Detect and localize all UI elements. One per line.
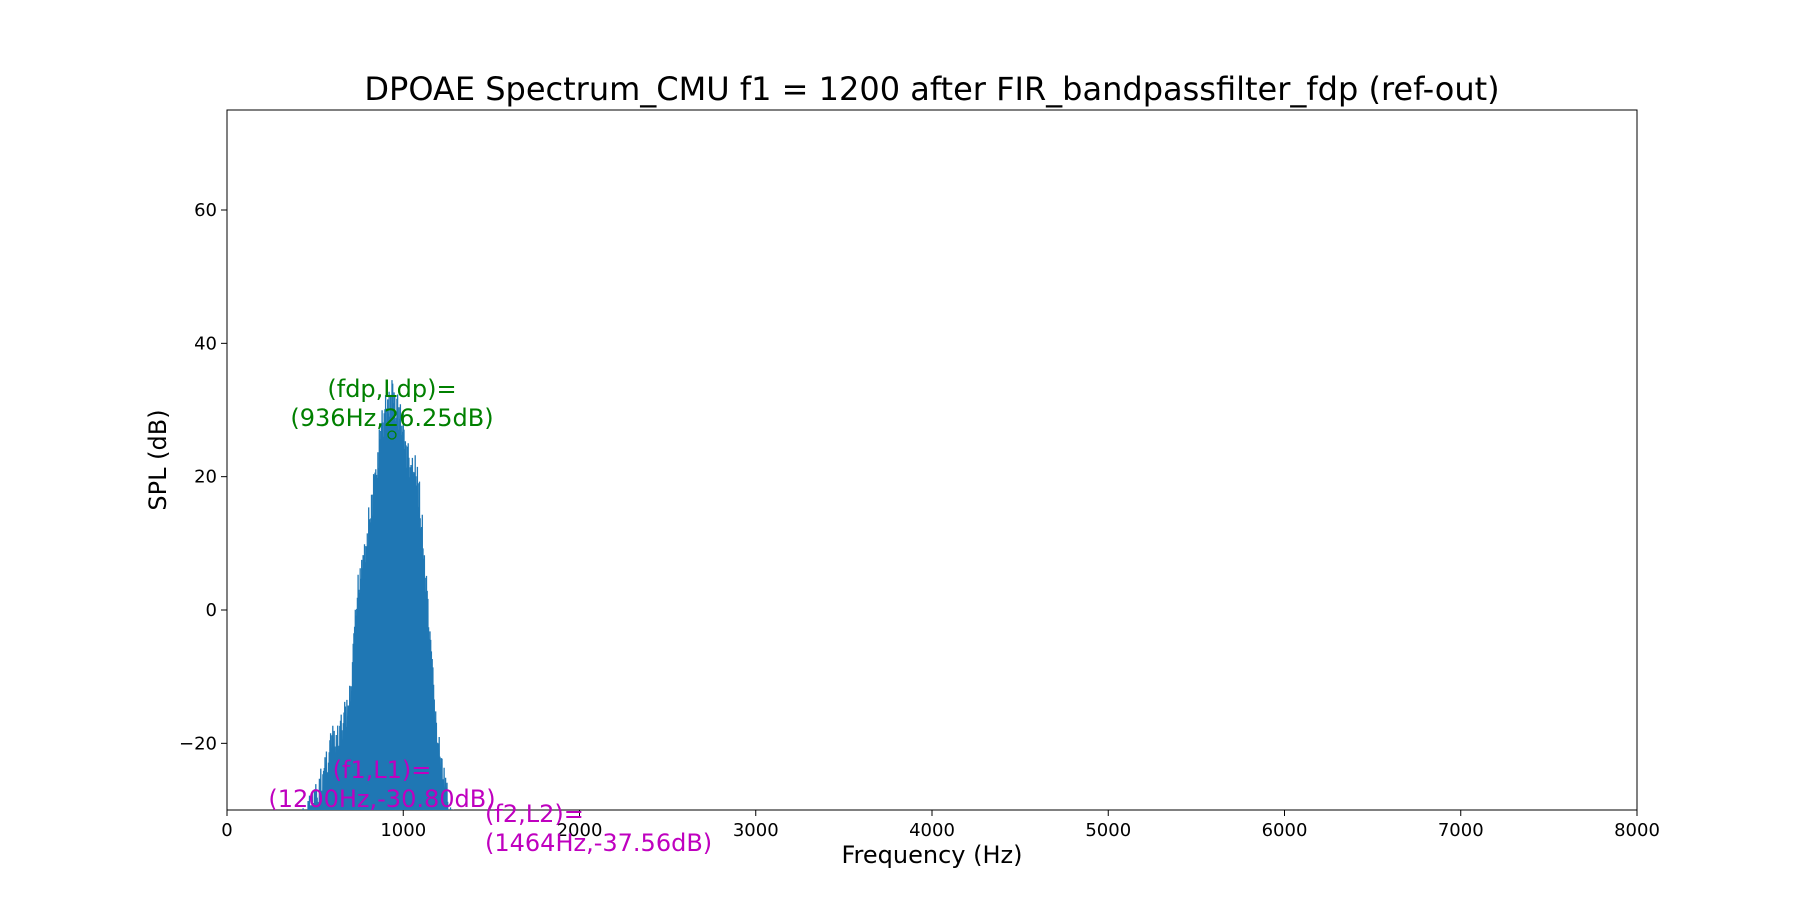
y-axis-label: SPL (dB) <box>144 409 172 510</box>
annotation-layer: (fdp,Ldp)=(936Hz,26.25dB) (f1,L1)=(1200Hz… <box>268 375 712 857</box>
x-axis-label: Frequency (Hz) <box>842 841 1023 869</box>
x-tick-label: 5000 <box>1085 820 1131 841</box>
spectrum-series-line <box>302 380 454 810</box>
y-tick-label: 20 <box>194 467 217 488</box>
annotation-label: (f2,L2)= <box>485 800 584 828</box>
chart-title: DPOAE Spectrum_CMU f1 = 1200 after FIR_b… <box>364 70 1499 108</box>
x-tick-label: 8000 <box>1614 820 1660 841</box>
y-tick-label: 60 <box>194 200 217 221</box>
fdp-peak-marker <box>387 430 397 440</box>
plot-frame <box>226 109 1638 811</box>
x-tick-label: 2000 <box>557 820 603 841</box>
x-tick-label: 7000 <box>1438 820 1484 841</box>
annotation-label: (fdp,Ldp)= <box>327 375 456 403</box>
x-tick-label: 1000 <box>380 820 426 841</box>
y-tick-label: 40 <box>194 333 217 354</box>
x-axis-ticks: 0 1000 2000 3000 4000 5000 6000 7000 8000 <box>221 810 1660 841</box>
x-tick-label: 3000 <box>733 820 779 841</box>
x-tick-label: 0 <box>221 820 232 841</box>
annotation-label: (f1,L1)= <box>333 756 432 784</box>
annotation-label: (936Hz,26.25dB) <box>290 404 493 432</box>
y-axis-ticks: −20 0 20 40 60 <box>179 200 227 754</box>
series-layer <box>302 380 454 810</box>
annotation-label: (1200Hz,-30.80dB) <box>268 785 495 813</box>
y-tick-label: 0 <box>206 600 217 621</box>
annotation-label: (1464Hz,-37.56dB) <box>485 829 712 857</box>
x-tick-label: 6000 <box>1262 820 1308 841</box>
y-tick-label: −20 <box>179 733 217 754</box>
x-tick-label: 4000 <box>909 820 955 841</box>
